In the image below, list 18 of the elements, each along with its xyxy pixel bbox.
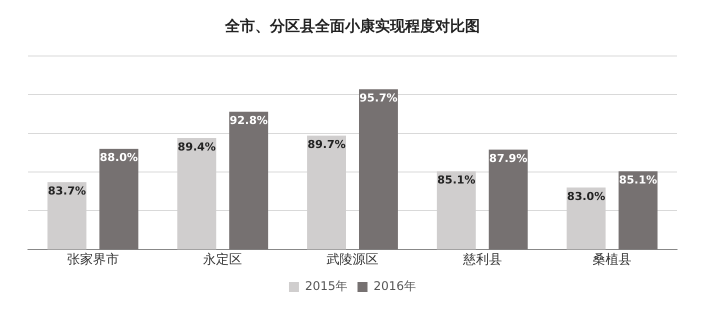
data-label: 83.7% xyxy=(48,184,86,198)
x-tick-label: 桑植县 xyxy=(592,252,632,268)
data-label: 85.1% xyxy=(618,174,658,187)
data-label: 88.0% xyxy=(100,151,138,164)
x-tick-label: 永定区 xyxy=(203,252,242,268)
x-tick-label: 张家界市 xyxy=(66,252,119,268)
legend-label: 2016年 xyxy=(374,279,416,294)
x-tick-label: 慈利县 xyxy=(462,252,502,268)
data-label: 89.4% xyxy=(178,140,216,154)
data-label: 83.0% xyxy=(567,190,606,203)
data-label: 89.7% xyxy=(307,138,346,152)
data-label: 95.7% xyxy=(359,92,398,105)
data-label: 87.9% xyxy=(489,152,528,165)
chart-title: 全市、分区县全面小康实现程度对比图 xyxy=(224,16,480,35)
data-label: 85.1% xyxy=(437,174,476,187)
data-label: 92.8% xyxy=(230,114,268,128)
x-tick-label: 武陵源区 xyxy=(326,252,378,268)
legend-label: 2015年 xyxy=(304,279,348,294)
